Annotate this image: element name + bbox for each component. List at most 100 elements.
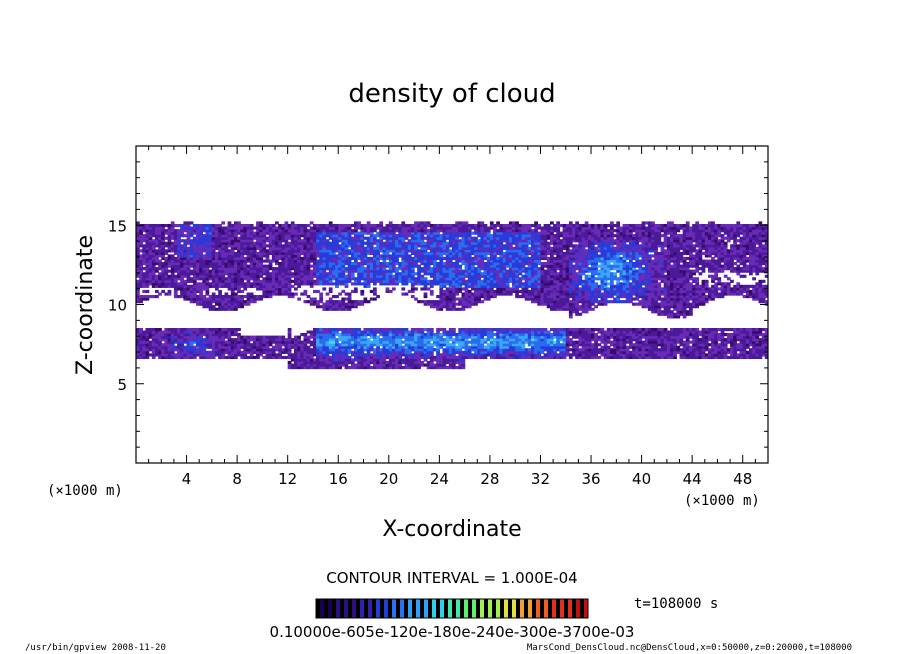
density-cell	[426, 267, 431, 271]
density-cell	[186, 259, 191, 263]
density-cell	[183, 289, 188, 294]
density-cell	[502, 256, 507, 261]
density-cell	[158, 279, 162, 283]
density-cell	[177, 264, 181, 268]
density-cell	[366, 244, 371, 248]
density-cell	[325, 307, 330, 311]
density-cell	[458, 289, 463, 294]
density-cell	[186, 353, 191, 357]
density-cell	[347, 330, 352, 334]
density-cell	[189, 353, 194, 357]
density-cell	[142, 274, 147, 278]
density-cell	[145, 348, 150, 352]
density-cell	[385, 254, 390, 258]
density-cell	[445, 348, 450, 352]
density-cell	[442, 246, 447, 250]
density-cell	[385, 338, 390, 342]
density-cell	[395, 254, 399, 258]
density-cell	[275, 226, 279, 230]
density-cell	[224, 297, 229, 301]
density-cell	[155, 229, 159, 233]
density-cell	[237, 251, 241, 256]
density-cell	[189, 295, 194, 299]
density-cell	[471, 224, 475, 228]
density-cell	[414, 226, 418, 230]
density-cell	[265, 251, 270, 256]
density-cell	[287, 231, 292, 235]
density-cell	[177, 246, 181, 250]
density-cell	[221, 333, 226, 337]
density-cell	[249, 254, 254, 258]
density-cell	[297, 256, 301, 261]
density-cell	[414, 277, 418, 281]
density-cell	[502, 338, 507, 342]
density-cell	[221, 272, 226, 276]
density-cell	[436, 302, 440, 306]
density-cell	[392, 274, 396, 278]
density-cell	[442, 229, 447, 233]
density-cell	[448, 249, 453, 253]
density-cell	[290, 284, 295, 288]
density-cell	[505, 241, 510, 245]
density-cell	[148, 259, 153, 263]
density-cell	[499, 244, 504, 248]
density-cell	[167, 282, 172, 286]
density-cell	[489, 256, 494, 261]
density-cell	[306, 277, 311, 281]
density-cell	[227, 287, 232, 291]
density-cell	[142, 277, 147, 281]
density-cell	[151, 239, 156, 243]
density-cell	[376, 264, 380, 268]
density-cell	[158, 350, 162, 354]
density-cell	[458, 355, 463, 360]
density-cell	[395, 246, 399, 250]
density-cell	[268, 249, 273, 253]
density-cell	[303, 267, 308, 271]
density-cell	[493, 231, 497, 235]
density-cell	[136, 282, 140, 286]
density-cell	[167, 328, 172, 332]
density-cell	[164, 292, 169, 296]
density-cell	[512, 229, 516, 233]
density-cell	[505, 231, 510, 235]
density-cell	[205, 254, 210, 258]
density-cell	[379, 360, 384, 365]
density-cell	[167, 234, 172, 238]
density-cell	[246, 249, 251, 253]
density-cell	[518, 295, 523, 299]
density-cell	[192, 264, 197, 268]
density-cell	[398, 226, 403, 230]
density-cell	[496, 264, 500, 268]
density-cell	[196, 269, 200, 273]
density-cell	[246, 231, 251, 235]
density-cell	[192, 277, 197, 281]
density-cell	[363, 333, 368, 337]
density-cell	[515, 262, 519, 266]
density-cell	[410, 353, 415, 357]
density-cell	[306, 251, 311, 256]
density-cell	[224, 355, 229, 360]
density-cell	[145, 279, 150, 283]
density-cell	[474, 282, 478, 286]
density-cell	[350, 244, 355, 248]
density-cell	[224, 226, 229, 230]
density-cell	[508, 272, 513, 276]
density-cell	[505, 353, 510, 357]
density-cell	[350, 289, 355, 294]
density-cell	[319, 353, 324, 357]
density-cell	[527, 292, 532, 296]
density-cell	[313, 262, 317, 266]
density-cell	[512, 343, 516, 347]
density-cell	[246, 295, 251, 299]
density-cell	[243, 282, 248, 286]
density-cell	[313, 300, 317, 304]
density-cell	[313, 269, 317, 273]
density-cell	[331, 241, 336, 245]
density-cell	[294, 366, 298, 370]
density-cell	[164, 251, 169, 256]
density-cell	[180, 333, 184, 337]
density-cell	[357, 274, 361, 278]
density-cell	[211, 229, 216, 233]
density-cell	[429, 267, 434, 271]
density-cell	[366, 328, 371, 332]
